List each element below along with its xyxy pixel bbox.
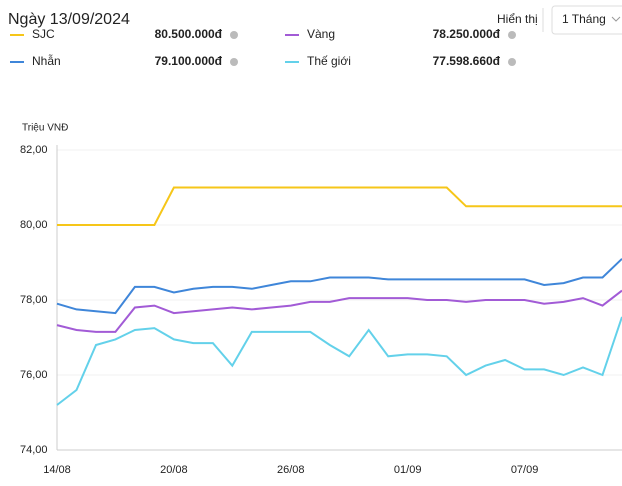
legend-price: 77.598.660đ [433,54,501,68]
x-tick-label: 26/08 [277,464,305,476]
x-tick-label: 14/08 [43,464,71,476]
y-tick-label: 76,00 [20,369,48,381]
legend-price: 78.250.000đ [433,27,501,41]
range-option: 1 Tháng [562,12,606,26]
x-tick-label: 20/08 [160,464,188,476]
series-line [56,258,622,315]
legend-price: 79.100.000đ [155,54,223,68]
y-tick-label: 78,00 [20,294,48,306]
info-icon [508,31,516,39]
range-dropdown[interactable] [551,5,622,35]
legend-label: SJC [32,27,55,41]
y-axis-label: Triệu VNĐ [22,123,68,134]
x-tick-label: 07/09 [511,464,539,476]
info-icon [508,58,516,66]
series-line [56,289,622,333]
x-tick-label: 01/09 [394,464,422,476]
series-line [56,316,622,406]
info-icon [230,31,238,39]
series-line [57,186,622,226]
title: Ngày 13/09/2024 [8,11,130,28]
legend-label: Vàng [307,27,335,41]
legend-label: Thế giới [307,54,351,68]
chevron [611,16,621,22]
display-label: Hiển thị [497,12,538,26]
y-tick-label: 82,00 [20,144,48,156]
legend-price: 80.500.000đ [155,27,223,41]
y-tick-label: 74,00 [20,444,48,456]
info-icon [230,58,238,66]
y-tick-label: 80,00 [20,219,48,231]
legend-label: Nhẫn [32,53,61,68]
